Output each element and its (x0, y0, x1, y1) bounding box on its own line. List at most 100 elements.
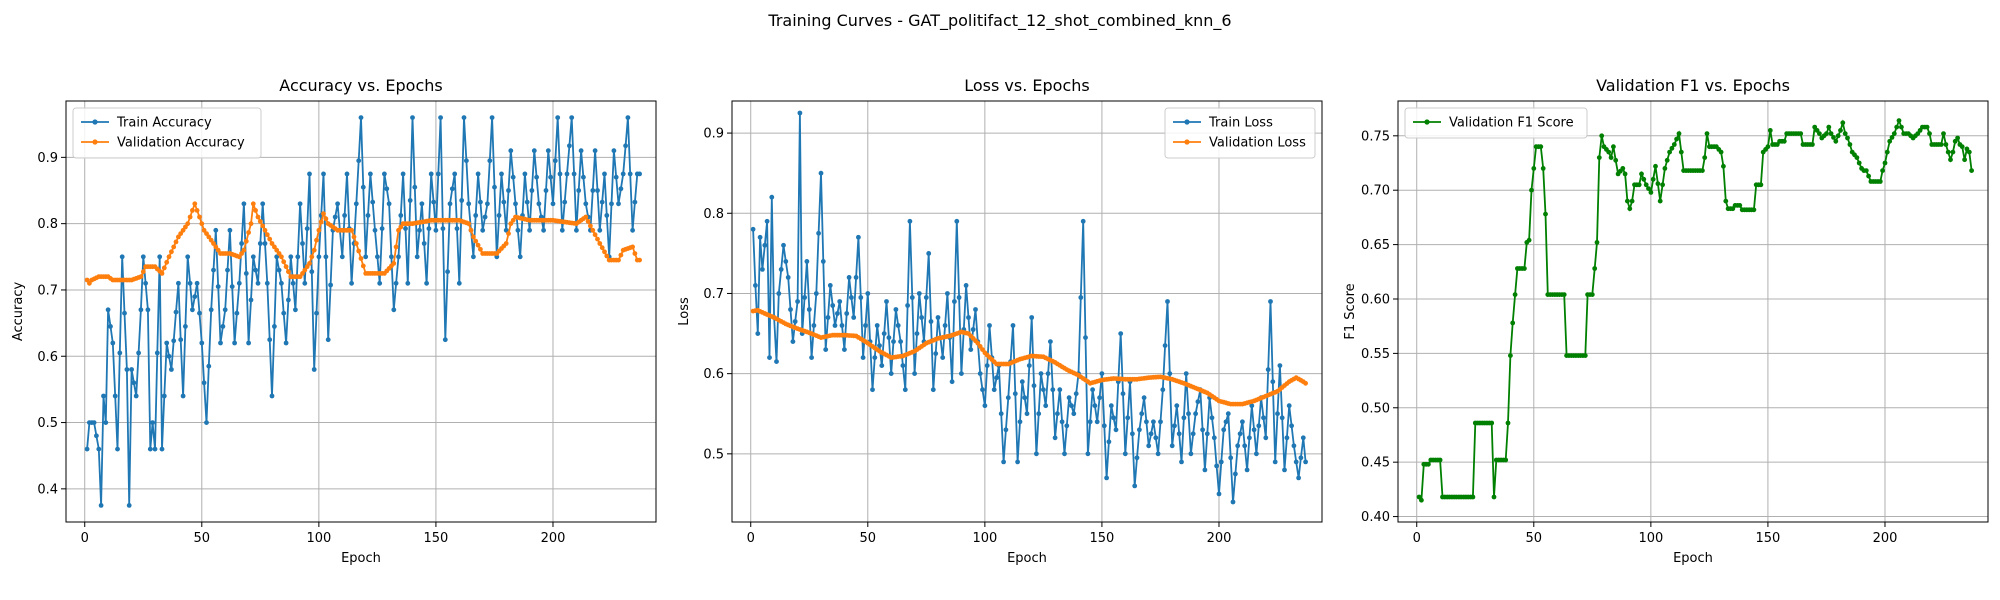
data-point (1165, 299, 1170, 304)
data-point (1012, 391, 1018, 397)
data-point (637, 171, 642, 177)
y-tick-label: 0.5 (37, 416, 58, 431)
data-point (1052, 435, 1058, 441)
data-point (1611, 144, 1616, 150)
data-point (865, 291, 871, 296)
data-point (844, 311, 850, 316)
data-point (461, 115, 467, 120)
data-point (508, 148, 514, 154)
data-point (1540, 166, 1546, 171)
data-point (1969, 168, 1974, 174)
data-point (623, 143, 628, 149)
data-point (424, 280, 429, 286)
data-point (1596, 155, 1602, 161)
data-point (176, 280, 181, 286)
data-point (963, 283, 969, 288)
data-point (164, 340, 170, 346)
data-point (1094, 419, 1100, 425)
x-axis-label: Epoch (341, 551, 381, 566)
data-point (613, 174, 619, 180)
data-point (1296, 475, 1301, 481)
data-point (478, 246, 483, 252)
data-point (1043, 403, 1049, 409)
data-point (802, 295, 807, 300)
data-point (1066, 395, 1072, 401)
data-point (314, 310, 319, 316)
data-point (335, 201, 340, 207)
data-point (447, 201, 453, 207)
data-point (1613, 157, 1619, 163)
data-point (211, 267, 216, 273)
x-tick-label: 100 (972, 531, 997, 546)
data-point (970, 327, 976, 332)
data-point (197, 214, 202, 220)
data-point (152, 446, 158, 452)
data-point (384, 186, 390, 192)
data-point (1092, 403, 1098, 409)
data-point (604, 253, 610, 259)
data-point (776, 291, 782, 296)
y-tick-label: 0.45 (1361, 456, 1390, 471)
data-point (140, 254, 146, 260)
data-point (1594, 240, 1600, 245)
data-point (543, 188, 549, 193)
data-point (618, 252, 624, 258)
data-point (253, 208, 258, 213)
data-point (300, 241, 305, 246)
data-point (131, 380, 137, 386)
data-point (309, 269, 315, 275)
data-point (524, 199, 530, 205)
data-point (1941, 131, 1946, 137)
data-point (602, 249, 607, 255)
data-point (994, 375, 999, 381)
data-point (103, 420, 109, 425)
data-point (260, 201, 266, 207)
data-point (421, 241, 427, 246)
y-tick-label: 0.6 (37, 350, 58, 365)
data-point (522, 171, 528, 177)
data-point (753, 283, 758, 288)
y-tick-label: 0.5 (703, 447, 724, 462)
y-tick-label: 0.55 (1361, 347, 1390, 362)
data-point (1835, 133, 1841, 139)
data-point (1625, 198, 1630, 204)
data-point (192, 294, 198, 299)
data-point (956, 295, 962, 300)
data-point (912, 371, 917, 376)
data-point (236, 280, 242, 286)
data-point (183, 324, 188, 329)
data-point (363, 254, 369, 260)
data-point (1230, 499, 1236, 505)
data-point (1660, 182, 1665, 188)
data-point (1924, 124, 1930, 130)
data-point (555, 115, 561, 120)
data-point (1599, 133, 1605, 139)
data-point (250, 201, 256, 207)
data-point (870, 387, 875, 393)
data-point (1512, 292, 1518, 297)
data-point (1826, 124, 1832, 130)
data-point (1026, 363, 1032, 368)
data-point (190, 208, 195, 213)
data-point (316, 227, 322, 233)
data-point (272, 324, 277, 329)
data-point (129, 367, 135, 372)
data-point (442, 337, 448, 343)
data-point (790, 339, 796, 344)
data-point (1828, 131, 1834, 137)
data-point (1132, 483, 1138, 489)
data-point (926, 251, 932, 256)
data-point (1840, 120, 1846, 126)
data-point (187, 280, 193, 286)
data-point (185, 221, 191, 227)
data-point (980, 387, 985, 393)
data-point (283, 264, 289, 270)
data-point (314, 237, 319, 243)
data-point (398, 213, 404, 218)
data-point (1186, 411, 1191, 417)
data-point (180, 393, 186, 399)
data-point (485, 201, 490, 207)
data-point (386, 201, 392, 207)
data-point (445, 269, 450, 275)
